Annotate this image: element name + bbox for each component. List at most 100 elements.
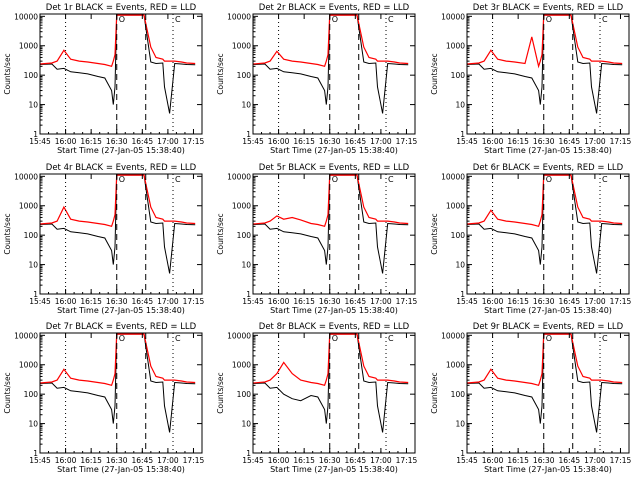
x-tick-label: 16:30	[319, 297, 341, 306]
x-axis-label: Start Time (27-Jan-05 15:38:40)	[484, 465, 612, 474]
time-marker-label: C	[602, 15, 608, 24]
panel-title: Det 1r BLACK = Events, RED = LLD	[46, 3, 197, 13]
x-tick-label: 16:30	[533, 297, 555, 306]
x-tick-label: 17:00	[584, 297, 606, 306]
x-tick-label: 16:15	[80, 137, 102, 146]
time-marker-label: C	[175, 15, 181, 24]
panel-title: Det 9r BLACK = Events, RED = LLD	[473, 322, 624, 332]
x-axis-label: Start Time (27-Jan-05 15:38:40)	[57, 306, 185, 315]
series-line-events	[252, 174, 409, 274]
x-tick-label: 15:45	[242, 137, 264, 146]
panel-title: Det 8r BLACK = Events, RED = LLD	[259, 322, 410, 332]
y-tick-label: 10	[28, 101, 38, 110]
time-marker-label: O	[119, 15, 125, 24]
panel-title: Det 2r BLACK = Events, RED = LLD	[259, 3, 410, 13]
series-line-events	[466, 333, 623, 433]
x-tick-label: 17:15	[183, 456, 205, 465]
time-marker-label: C	[175, 334, 181, 343]
time-marker-label: O	[546, 175, 552, 184]
x-tick-label: 16:15	[507, 297, 529, 306]
y-tick-label: 10000	[14, 12, 38, 21]
y-tick-label: 1	[460, 449, 465, 458]
time-marker-label: O	[332, 334, 338, 343]
y-tick-label: 1	[33, 449, 38, 458]
x-tick-label: 16:00	[482, 297, 504, 306]
x-tick-label: 16:45	[132, 297, 154, 306]
x-tick-label: 15:45	[456, 137, 478, 146]
y-tick-label: 10000	[227, 12, 251, 21]
y-tick-label: 1	[246, 130, 251, 139]
x-tick-label: 16:15	[293, 137, 315, 146]
x-axis-label: Start Time (27-Jan-05 15:38:40)	[270, 306, 398, 315]
y-tick-label: 10	[241, 420, 251, 429]
y-tick-label: 100	[24, 71, 39, 80]
x-tick-label: 15:45	[456, 456, 478, 465]
x-tick-label: 17:15	[183, 297, 205, 306]
series-line-lld	[39, 333, 196, 387]
y-axis-label: Counts/sec	[3, 372, 12, 413]
y-tick-label: 1	[460, 130, 465, 139]
panel-title: Det 7r BLACK = Events, RED = LLD	[46, 322, 197, 332]
x-tick-label: 16:00	[268, 456, 290, 465]
x-tick-label: 15:45	[29, 297, 51, 306]
series-line-events	[252, 14, 409, 114]
y-tick-label: 100	[237, 231, 252, 240]
plot-frame	[466, 332, 630, 454]
y-tick-label: 1000	[446, 202, 465, 211]
y-tick-label: 10	[28, 420, 38, 429]
x-tick-label: 16:15	[80, 297, 102, 306]
y-tick-label: 100	[451, 390, 466, 399]
panel-title: Det 5r BLACK = Events, RED = LLD	[259, 163, 410, 173]
panel-title: Det 6r BLACK = Events, RED = LLD	[473, 163, 624, 173]
y-tick-label: 1	[246, 290, 251, 299]
y-tick-label: 1000	[19, 42, 38, 51]
x-tick-label: 16:15	[293, 297, 315, 306]
plot-frame	[252, 332, 416, 454]
x-tick-label: 16:45	[559, 297, 581, 306]
y-tick-label: 100	[451, 231, 466, 240]
series-line-lld	[252, 14, 409, 68]
x-tick-label: 17:00	[157, 137, 179, 146]
x-tick-label: 15:45	[242, 456, 264, 465]
time-marker-label: C	[602, 334, 608, 343]
x-tick-label: 16:45	[345, 456, 367, 465]
x-tick-label: 16:00	[55, 456, 77, 465]
x-tick-label: 16:45	[345, 297, 367, 306]
x-tick-label: 16:00	[55, 297, 77, 306]
series-line-lld	[466, 174, 623, 228]
series-line-lld	[39, 14, 196, 68]
x-tick-label: 17:00	[157, 297, 179, 306]
y-axis-label: Counts/sec	[3, 213, 12, 254]
time-marker-label: O	[332, 175, 338, 184]
x-tick-label: 17:15	[610, 137, 632, 146]
x-tick-label: 16:15	[293, 456, 315, 465]
y-tick-label: 100	[451, 71, 466, 80]
plot-frame	[466, 13, 630, 135]
panel-title: Det 3r BLACK = Events, RED = LLD	[473, 3, 624, 13]
y-tick-label: 10000	[441, 172, 465, 181]
y-tick-label: 1000	[19, 202, 38, 211]
x-tick-label: 17:00	[370, 297, 392, 306]
y-tick-label: 1	[246, 449, 251, 458]
series-line-lld	[252, 333, 409, 387]
series-line-lld	[466, 333, 623, 387]
y-tick-label: 1000	[446, 361, 465, 370]
x-tick-label: 16:15	[80, 456, 102, 465]
x-tick-label: 17:15	[396, 137, 418, 146]
x-tick-label: 16:30	[533, 456, 555, 465]
y-tick-label: 1000	[446, 42, 465, 51]
x-tick-label: 17:15	[183, 137, 205, 146]
y-tick-label: 1	[33, 290, 38, 299]
x-tick-label: 17:00	[584, 137, 606, 146]
x-tick-label: 15:45	[242, 297, 264, 306]
y-tick-label: 100	[24, 390, 39, 399]
time-marker-label: O	[546, 15, 552, 24]
y-tick-label: 1	[33, 130, 38, 139]
series-line-events	[39, 333, 196, 433]
x-tick-label: 17:00	[370, 456, 392, 465]
time-marker-label: C	[175, 175, 181, 184]
y-tick-label: 10000	[14, 172, 38, 181]
